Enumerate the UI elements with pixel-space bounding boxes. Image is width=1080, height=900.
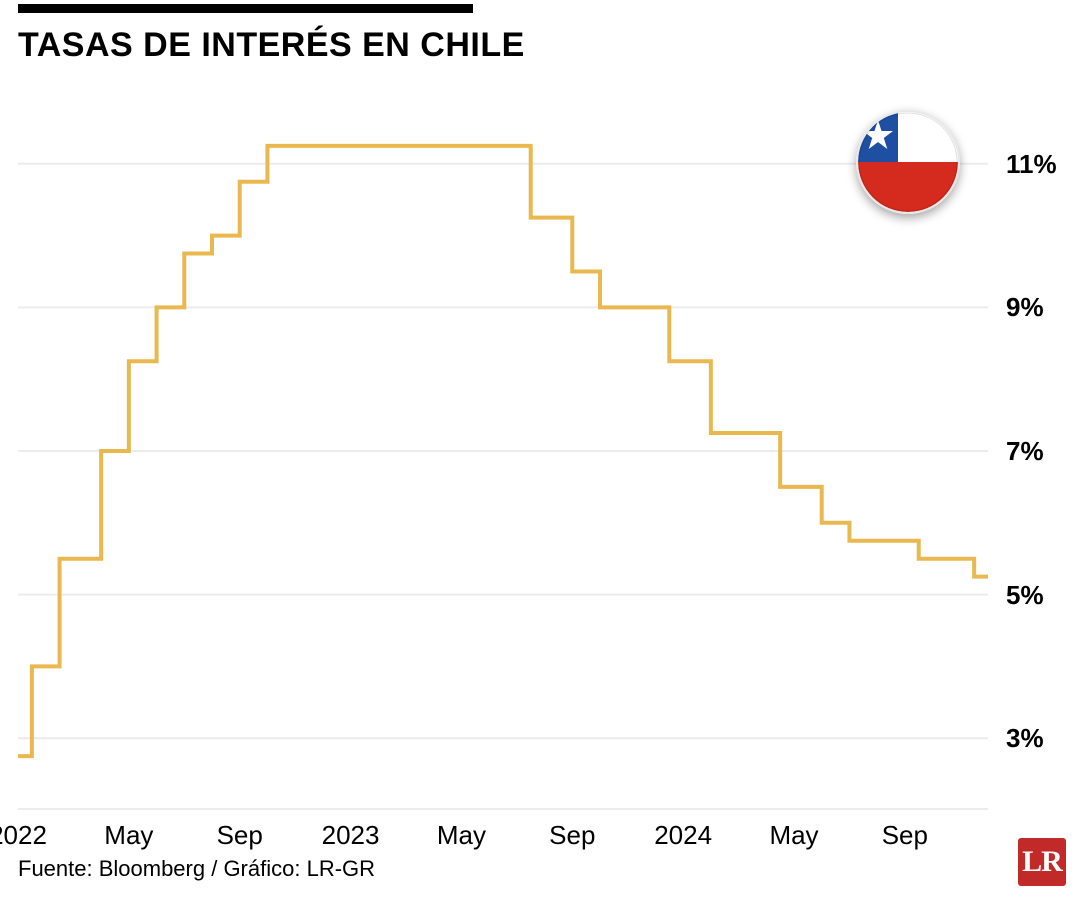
logo-text: LR xyxy=(1022,845,1062,879)
flag-svg xyxy=(858,112,958,212)
chart-svg xyxy=(18,92,988,810)
y-tick-label: 11% xyxy=(1006,149,1057,180)
chile-flag-icon xyxy=(856,110,960,214)
top-rule xyxy=(18,4,473,13)
publisher-logo-icon: LR xyxy=(1018,838,1066,886)
x-tick-label: Sep xyxy=(882,820,928,851)
x-tick-label: May xyxy=(437,820,486,851)
x-tick-label: Sep xyxy=(217,820,263,851)
y-tick-label: 7% xyxy=(1006,436,1044,467)
x-tick-label: May xyxy=(769,820,818,851)
y-tick-label: 9% xyxy=(1006,292,1044,323)
chart-area xyxy=(18,92,988,810)
source-credit: Fuente: Bloomberg / Gráfico: LR-GR xyxy=(18,856,375,882)
x-tick-label: May xyxy=(104,820,153,851)
x-tick-label: 2023 xyxy=(322,820,380,851)
y-tick-label: 5% xyxy=(1006,580,1044,611)
x-tick-label: 2024 xyxy=(654,820,712,851)
y-tick-label: 3% xyxy=(1006,723,1044,754)
x-tick-label: 2022 xyxy=(0,820,47,851)
chart-title: TASAS DE INTERÉS EN CHILE xyxy=(18,26,525,65)
x-tick-label: Sep xyxy=(549,820,595,851)
